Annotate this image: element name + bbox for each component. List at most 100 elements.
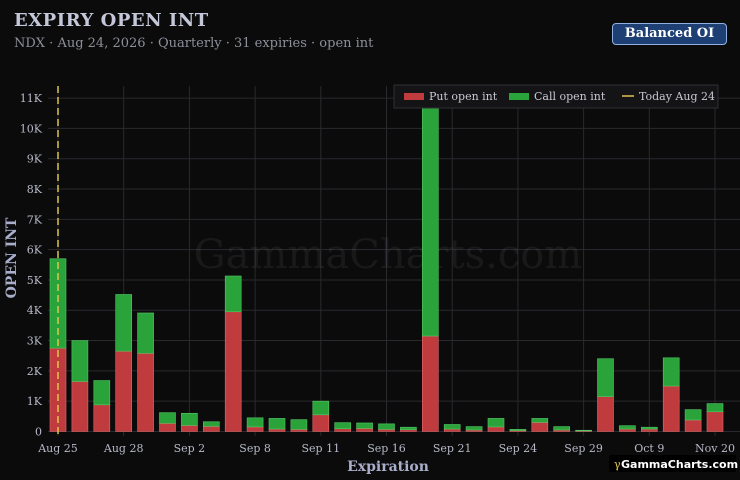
x-tick-label: Sep 2 bbox=[174, 442, 206, 455]
call-bar[interactable] bbox=[640, 426, 658, 430]
y-tick-label: 0 bbox=[35, 425, 42, 438]
legend: Put open int Call open int Today Aug 24 bbox=[393, 84, 719, 109]
put-bar[interactable] bbox=[159, 422, 176, 432]
put-bar[interactable] bbox=[137, 352, 154, 432]
put-bar[interactable] bbox=[115, 350, 132, 432]
y-tick-label: 10K bbox=[20, 122, 43, 135]
put-bar[interactable] bbox=[334, 428, 352, 432]
call-bar[interactable] bbox=[356, 422, 373, 429]
call-bar[interactable] bbox=[159, 412, 176, 424]
call-bar[interactable] bbox=[49, 258, 67, 349]
call-bar[interactable] bbox=[619, 425, 636, 430]
x-tick-label: Sep 8 bbox=[239, 442, 271, 455]
y-tick-labels: 0 1K 2K 3K 4K 5K 6K 7K 8K 9K 10K 11K bbox=[20, 92, 43, 438]
chart-title: EXPIRY OPEN INT bbox=[14, 10, 209, 31]
legend-put-label[interactable]: Put open int bbox=[429, 90, 498, 103]
x-tick-label: Sep 11 bbox=[302, 442, 341, 455]
put-bar[interactable] bbox=[619, 428, 636, 432]
call-bar[interactable] bbox=[684, 409, 702, 421]
brand-logo-icon: γ bbox=[614, 458, 621, 471]
x-tick-label: Sep 16 bbox=[367, 442, 406, 455]
y-tick-label: 4K bbox=[27, 304, 43, 317]
y-tick-label: 6K bbox=[27, 244, 43, 257]
put-bar[interactable] bbox=[597, 396, 614, 432]
call-bar[interactable] bbox=[224, 275, 242, 313]
legend-today-label[interactable]: Today Aug 24 bbox=[639, 90, 715, 103]
call-bar[interactable] bbox=[531, 418, 549, 423]
call-bar[interactable] bbox=[706, 403, 724, 413]
legend-put-swatch bbox=[404, 93, 424, 100]
put-bar[interactable] bbox=[487, 426, 505, 432]
legend-box bbox=[393, 84, 719, 109]
put-bar[interactable] bbox=[268, 428, 286, 432]
put-bar[interactable] bbox=[421, 335, 439, 432]
call-bar[interactable] bbox=[203, 421, 220, 427]
legend-call-swatch bbox=[509, 93, 529, 100]
call-bar[interactable] bbox=[334, 422, 352, 430]
put-bar[interactable] bbox=[706, 411, 724, 432]
put-bar[interactable] bbox=[662, 385, 680, 432]
call-bar[interactable] bbox=[575, 429, 592, 432]
put-bar[interactable] bbox=[443, 428, 461, 432]
grid-lines bbox=[48, 86, 740, 436]
x-tick-label: Sep 24 bbox=[499, 442, 538, 455]
y-tick-label: 7K bbox=[27, 213, 43, 226]
y-tick-label: 2K bbox=[27, 365, 43, 378]
x-tick-label: Nov 20 bbox=[695, 442, 735, 455]
put-bar[interactable] bbox=[224, 311, 242, 432]
call-bar[interactable] bbox=[312, 400, 330, 416]
put-bar[interactable] bbox=[246, 426, 264, 432]
x-tick-labels: Aug 25 Aug 28 Sep 2 Sep 8 Sep 11 Sep 16 Sep 21… bbox=[37, 442, 735, 455]
y-tick-label: 8K bbox=[27, 183, 43, 196]
call-bar[interactable] bbox=[246, 417, 264, 428]
call-bar[interactable] bbox=[487, 418, 505, 428]
x-axis-title: Expiration bbox=[347, 459, 429, 475]
put-bar[interactable] bbox=[378, 429, 395, 432]
put-bar[interactable] bbox=[203, 426, 220, 432]
call-bar[interactable] bbox=[509, 429, 527, 431]
call-bar[interactable] bbox=[443, 424, 461, 430]
call-bar[interactable] bbox=[290, 419, 308, 430]
x-tick-label: Aug 28 bbox=[103, 442, 144, 455]
call-bar[interactable] bbox=[400, 426, 417, 430]
call-bar[interactable] bbox=[268, 418, 286, 430]
put-bar[interactable] bbox=[290, 429, 308, 432]
put-bar[interactable] bbox=[640, 428, 658, 432]
call-bar[interactable] bbox=[662, 357, 680, 387]
brand-badge-background bbox=[609, 455, 736, 472]
legend-call-label[interactable]: Call open int bbox=[534, 90, 606, 103]
call-bar[interactable] bbox=[181, 412, 198, 426]
y-tick-label: 11K bbox=[20, 92, 43, 105]
call-bar[interactable] bbox=[421, 96, 439, 337]
balanced-oi-toggle-button[interactable]: Balanced OI bbox=[612, 23, 727, 45]
call-bar[interactable] bbox=[465, 426, 483, 431]
call-bar[interactable] bbox=[378, 423, 395, 430]
put-bar[interactable] bbox=[71, 381, 89, 432]
y-axis-title: OPEN INT bbox=[4, 217, 20, 298]
x-tick-label: Sep 29 bbox=[564, 442, 603, 455]
x-tick-label: Aug 25 bbox=[37, 442, 78, 455]
x-tick-label: Sep 21 bbox=[433, 442, 472, 455]
call-bar[interactable] bbox=[137, 312, 154, 354]
call-bar[interactable] bbox=[71, 340, 89, 382]
brand-text: GammaCharts.com bbox=[621, 458, 738, 471]
bars bbox=[49, 96, 724, 432]
put-bar[interactable] bbox=[181, 425, 198, 432]
y-tick-label: 1K bbox=[27, 395, 43, 408]
chart-subtitle: NDX · Aug 24, 2026 · Quarterly · 31 expi… bbox=[14, 36, 374, 51]
x-tick-label: Oct 9 bbox=[634, 442, 664, 455]
put-bar[interactable] bbox=[356, 428, 373, 432]
put-bar[interactable] bbox=[684, 419, 702, 432]
put-bar[interactable] bbox=[312, 414, 330, 432]
y-tick-label: 5K bbox=[27, 274, 43, 287]
brand-badge: γ GammaCharts.com bbox=[609, 455, 738, 472]
call-bar[interactable] bbox=[597, 358, 614, 397]
y-tick-label: 3K bbox=[27, 335, 43, 348]
put-bar[interactable] bbox=[531, 422, 549, 432]
call-bar[interactable] bbox=[115, 294, 132, 352]
call-bar[interactable] bbox=[553, 426, 571, 431]
call-bar[interactable] bbox=[93, 380, 111, 406]
put-bar[interactable] bbox=[93, 404, 111, 432]
watermark-text: GammaCharts.com bbox=[194, 232, 583, 278]
